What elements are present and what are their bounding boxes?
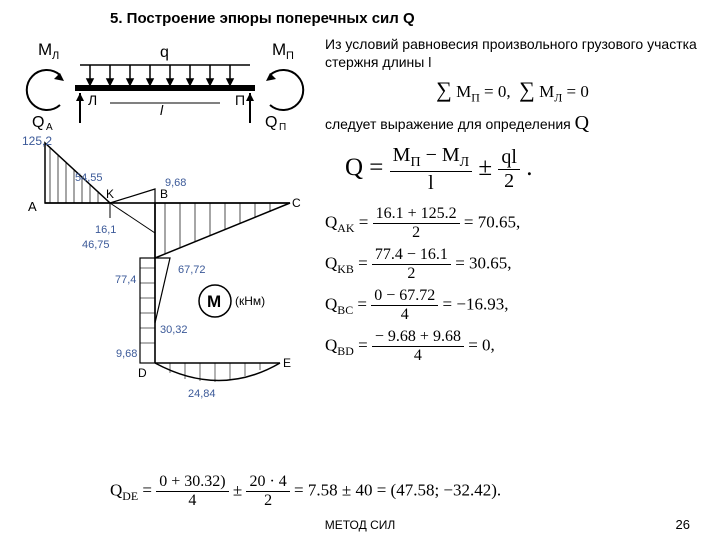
intro-para-1: Из условий равновесия произвольного груз… [325,35,700,71]
svg-text:C: C [292,196,301,210]
svg-text:77,4: 77,4 [115,274,136,286]
beam-diagram: MЛ MП q Л П QA QП l [20,35,310,130]
svg-text:M: M [272,40,286,59]
svg-text:67,72: 67,72 [178,264,206,276]
svg-text:9,68: 9,68 [165,177,186,189]
svg-text:(кНм): (кНм) [235,294,265,308]
svg-text:54,55: 54,55 [75,172,103,184]
main-formula: Q = MП − MЛl ± ql2 . [345,144,700,195]
svg-text:A: A [28,199,37,214]
section-title: 5. Построение эпюры поперечных сил Q [110,10,700,27]
svg-text:Q: Q [265,114,277,130]
svg-text:q: q [160,44,169,61]
svg-text:24,84: 24,84 [188,388,216,400]
calc-kb: QKB = 77.4 − 16.12 = 30.65, [325,246,700,283]
svg-text:K: K [106,187,114,201]
calc-bd: QBD = − 9.68 + 9.684 = 0, [325,328,700,365]
calc-ak: QAK = 16.1 + 125.22 = 70.65, [325,205,700,242]
moment-diagram: 125,2 54,55 9,68 A K B C 16,1 46,75 77,4… [20,133,310,413]
svg-text:125,2: 125,2 [22,134,52,148]
svg-text:Л: Л [52,50,59,62]
svg-text:M: M [38,40,52,59]
svg-text:Q: Q [32,114,44,130]
svg-text:Л: Л [88,92,97,108]
calc-de: QDE = 0 + 30.32)4 ± 20 · 42 = 7.58 ± 40 … [110,473,501,510]
svg-text:П: П [235,92,245,108]
svg-text:30,32: 30,32 [160,324,188,336]
equilibrium-eq: ∑ MП = 0, ∑ MЛ = 0 [325,77,700,105]
page-number: 26 [676,517,690,532]
svg-text:46,75: 46,75 [82,239,110,251]
calc-bc: QBC = 0 − 67.724 = −16.93, [325,287,700,324]
svg-text:A: A [46,122,53,130]
svg-text:l: l [160,102,164,118]
svg-text:16,1: 16,1 [95,224,116,236]
footer-label: МЕТОД СИЛ [0,518,720,532]
svg-text:M: M [207,292,221,311]
svg-text:B: B [160,187,168,201]
svg-text:E: E [283,356,291,370]
svg-text:D: D [138,366,147,380]
svg-text:П: П [286,50,294,62]
svg-text:П: П [279,122,286,130]
intro-para-2: следует выражение для определения Q [325,110,700,136]
svg-text:9,68: 9,68 [116,348,137,360]
